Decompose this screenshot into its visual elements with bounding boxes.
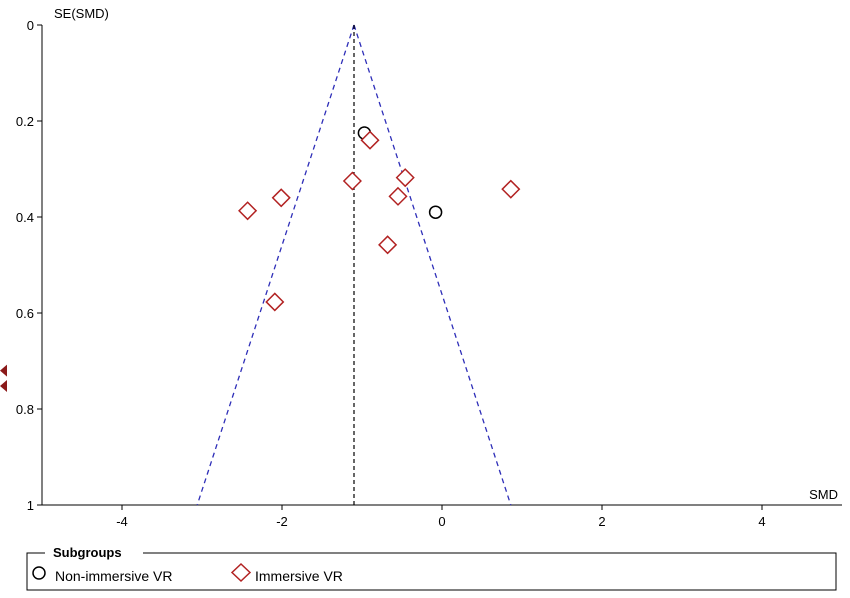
funnel-right-bound: [353, 24, 512, 506]
immersive-point: [388, 186, 408, 206]
legend-circle-marker: [32, 566, 46, 580]
x-tick-label: 0: [438, 514, 445, 529]
y-tick-label: 0.8: [16, 402, 34, 417]
legend-box: [26, 552, 837, 591]
immersive-point: [238, 201, 258, 221]
legend-title: Subgroups: [53, 545, 122, 560]
y-tick-label: 0.2: [16, 114, 34, 129]
legend-label-non-immersive: Non-immersive VR: [55, 568, 172, 584]
x-tick-label: -2: [276, 514, 288, 529]
immersive-point: [395, 168, 415, 188]
y-tick-label: 0.6: [16, 306, 34, 321]
offscale-arrow-marker: [0, 379, 7, 392]
y-axis-title: SE(SMD): [54, 6, 109, 21]
legend-title-background: [45, 544, 143, 560]
immersive-point: [360, 130, 380, 150]
non-immersive-point: [428, 205, 443, 219]
x-tick-label: -4: [116, 514, 128, 529]
data-points: [238, 126, 521, 312]
x-tick-label: 4: [758, 514, 765, 529]
y-tick-label: 1: [27, 498, 34, 513]
immersive-point: [378, 235, 398, 255]
y-tick-label: 0.4: [16, 210, 34, 225]
funnel-left-bound: [196, 24, 355, 506]
immersive-point: [265, 292, 285, 312]
axes: 0 0.2 0.4 0.6 0.8 1 -4 -2 0 2 4 SE(SMD) SMD: [16, 6, 842, 529]
x-tick-label: 2: [598, 514, 605, 529]
legend-label-immersive: Immersive VR: [255, 568, 343, 584]
immersive-point: [501, 179, 521, 199]
immersive-point: [271, 188, 291, 208]
y-tick-label: 0: [27, 18, 34, 33]
legend: Subgroups Non-immersive VR Immersive VR: [26, 544, 837, 591]
funnel-lines: [196, 24, 512, 506]
legend-diamond-marker: [230, 562, 252, 583]
x-axis-title: SMD: [809, 487, 838, 502]
immersive-point: [342, 171, 362, 191]
offscale-arrow-marker: [0, 364, 7, 377]
offscale-markers: [0, 364, 7, 392]
